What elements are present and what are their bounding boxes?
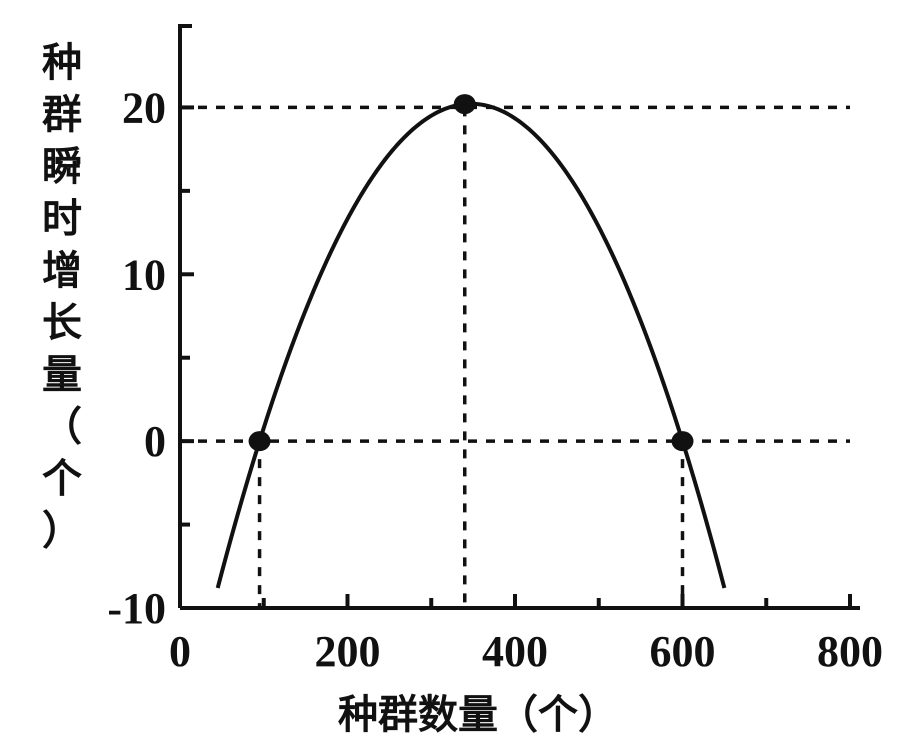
x-axis-title: 种群数量（个）: [338, 692, 618, 738]
y-axis-title-char-0: 种: [42, 40, 82, 86]
y-axis-title-char-9: ）: [42, 508, 82, 554]
y-axis-title-char-6: 量: [42, 352, 82, 398]
y-axis-title-char-8: 个: [42, 456, 82, 502]
x-tick-label-800: 800: [817, 627, 883, 676]
axes: [178, 24, 860, 610]
y-tick-label-10: 10: [122, 250, 166, 299]
y-tick-label--10: -10: [107, 584, 166, 633]
y-axis-title-char-7: （: [42, 404, 82, 450]
data-point-1: [453, 94, 476, 115]
data-point-0: [248, 431, 271, 452]
y-tick-label-0: 0: [144, 417, 166, 466]
data-points: [248, 94, 694, 452]
x-tick-label-200: 200: [315, 627, 381, 676]
growth-curve: [215, 101, 727, 589]
guide-lines: [180, 105, 850, 608]
x-tick-label-0: 0: [169, 627, 191, 676]
y-tick-label-20: 20: [122, 83, 166, 132]
x-tick-label-600: 600: [650, 627, 716, 676]
y-axis-title-char-3: 时: [42, 196, 82, 242]
y-axis-title-char-2: 瞬: [42, 144, 82, 190]
y-axis-title-char-5: 长: [42, 300, 82, 346]
y-axis-title-char-1: 群: [42, 92, 82, 138]
x-tick-label-400: 400: [482, 627, 548, 676]
data-point-2: [671, 431, 694, 452]
ticks: [180, 24, 852, 610]
y-axis-title-char-4: 增: [42, 248, 82, 294]
